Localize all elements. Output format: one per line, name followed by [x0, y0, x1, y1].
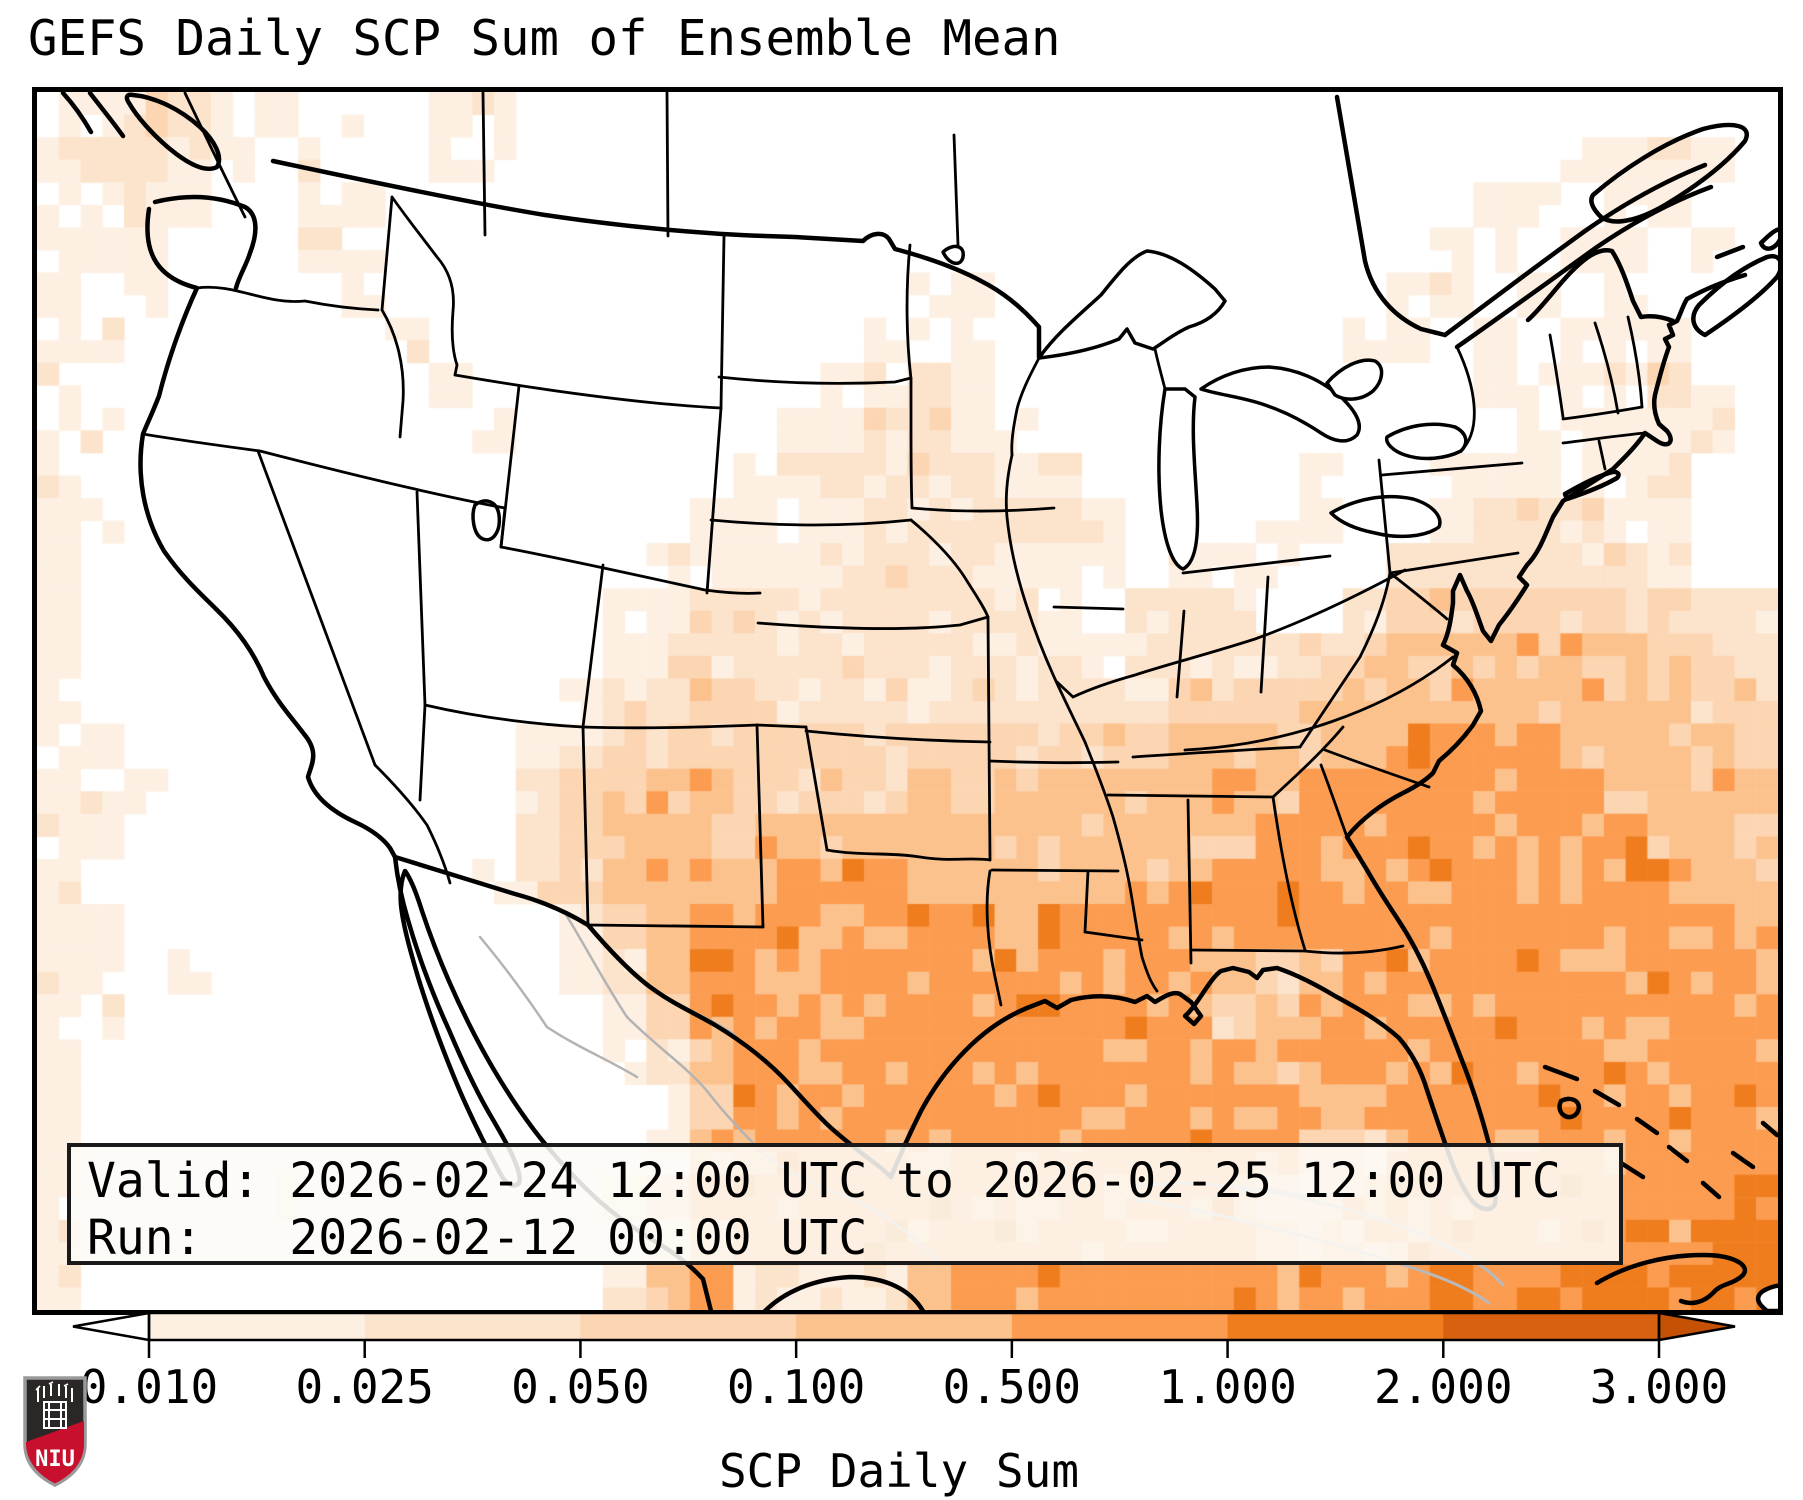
colorbar-segment — [1443, 1313, 1660, 1340]
page-title: GEFS Daily SCP Sum of Ensemble Mean — [28, 10, 1061, 67]
pei — [1714, 244, 1746, 260]
lake-of-the-woods — [941, 244, 965, 265]
colorbar-segment — [1227, 1313, 1444, 1340]
nova-scotia — [1691, 253, 1778, 338]
bahamas-islands — [1542, 1064, 1778, 1200]
state-borders — [141, 92, 1647, 1007]
canada-border-49th — [270, 158, 1042, 360]
colorbar-segment — [796, 1313, 1013, 1340]
colorbar — [72, 1311, 1736, 1358]
colorbar-tick-label: 2.000 — [1374, 1360, 1513, 1414]
yucatan-coast — [762, 1274, 926, 1310]
coastlines — [60, 92, 1778, 1310]
new-brunswick-coast — [1684, 272, 1748, 302]
lake-superior — [1037, 249, 1227, 360]
georgian-bay — [1325, 358, 1384, 401]
lake-huron — [1199, 365, 1362, 443]
st-lawrence-south — [1454, 184, 1714, 350]
run-line: Run: 2026-02-12 00:00 UTC — [87, 1210, 868, 1266]
caribbean-islands — [1542, 1064, 1778, 1310]
map-axes: Valid: 2026-02-24 12:00 UTC to 2026-02-2… — [32, 87, 1783, 1315]
niu-logo-text: NIU — [35, 1447, 75, 1472]
gulf-atlantic-coast — [888, 296, 1690, 1212]
basemap — [60, 92, 1778, 1310]
great-salt-lake — [471, 499, 502, 542]
colorbar-tick-label: 0.010 — [79, 1360, 219, 1414]
colorbar-tick-label: 0.025 — [295, 1360, 434, 1414]
colorbar-tick-label: 3.000 — [1589, 1360, 1729, 1414]
colorbar-under-arrow — [72, 1311, 151, 1342]
colorbar-tick-label: 0.500 — [942, 1360, 1082, 1414]
long-island — [1562, 469, 1621, 502]
colorbar-outline — [147, 1311, 1661, 1342]
colorbar-axis-label: SCP Daily Sum — [718, 1444, 1080, 1498]
colorbar-ticks — [147, 1340, 1661, 1358]
colorbar-over-arrow — [1657, 1311, 1736, 1342]
valid-line: Valid: 2026-02-24 12:00 UTC to 2026-02-2… — [87, 1153, 1561, 1209]
colorbar-tick-label: 0.050 — [511, 1360, 650, 1414]
andros-island — [1557, 1096, 1581, 1120]
colorbar-segment — [1011, 1313, 1229, 1340]
puget-sound — [152, 194, 258, 291]
cape-breton — [1758, 227, 1778, 251]
lake-ontario — [1384, 422, 1468, 461]
valid-run-info-box: Valid: 2026-02-24 12:00 UTC to 2026-02-2… — [67, 1143, 1623, 1266]
great-lakes — [471, 244, 1468, 571]
niu-castle-icon — [35, 1381, 73, 1429]
niu-shield-red-band — [26, 1421, 84, 1484]
hispaniola — [1755, 1283, 1778, 1310]
us-mexico-border — [392, 854, 894, 1180]
bc-coast — [60, 92, 126, 139]
colorbar-segment — [364, 1313, 582, 1340]
maine-border — [1525, 248, 1676, 324]
colorbar-tick-label: 0.100 — [726, 1360, 866, 1414]
colorbar-segment — [580, 1313, 797, 1340]
colorbar-segments — [149, 1313, 1660, 1340]
quebec-ontario-line — [1334, 94, 1448, 338]
colorbar-segment — [149, 1313, 366, 1340]
pacific-coast-baja-mexico — [138, 206, 714, 1310]
niu-logo: NIU — [23, 1376, 87, 1487]
gaspe-peninsula — [1589, 122, 1749, 224]
lake-michigan — [1157, 387, 1200, 571]
st-lawrence-north — [1442, 162, 1708, 338]
eastern-cuba-coast — [1594, 1252, 1748, 1306]
vancouver-island — [124, 92, 222, 171]
colorbar-tick-label: 1.000 — [1158, 1360, 1297, 1414]
